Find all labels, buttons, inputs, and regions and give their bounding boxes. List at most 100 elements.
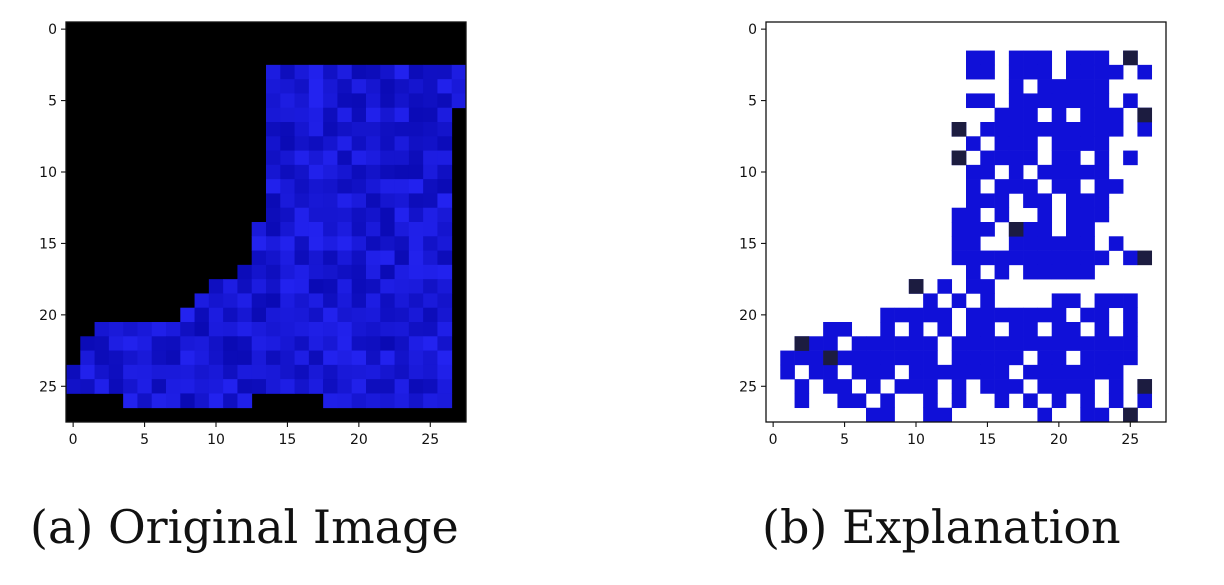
original-image-ytick-label-0: 0 — [48, 22, 57, 38]
explanation-pixel-r7-c17 — [1008, 122, 1024, 137]
explanation-pixel-r15-c19 — [1037, 236, 1053, 251]
explanation-pixel-r25-c21 — [1066, 379, 1081, 394]
pixel-r3-c15 — [280, 64, 295, 80]
explanation-ytick-label-5: 5 — [748, 94, 757, 110]
explanation-pixel-r15-c21 — [1066, 236, 1081, 251]
pixel-r3-c18 — [323, 64, 338, 80]
explanation-pixel-r25-c10 — [908, 379, 924, 394]
pixel-r3-c14 — [266, 64, 281, 80]
pixel-r24-c9 — [194, 364, 210, 380]
explanation-pixel-r14-c14 — [966, 222, 981, 237]
caption-original-image: (a) Original Image — [30, 500, 459, 554]
pixel-r15-c24 — [408, 236, 424, 251]
explanation-pixel-r10-c20 — [1051, 164, 1067, 180]
pixel-r10-c14 — [266, 164, 281, 180]
pixel-r5-c16 — [294, 93, 310, 109]
pixel-r10-c20 — [351, 164, 367, 180]
explanation-pixel-r14-c15 — [980, 222, 995, 237]
explanation-pixel-r10-c21 — [1066, 164, 1081, 180]
explanation-pixel-r2-c17 — [1008, 50, 1024, 66]
explanation-pixel-r23-c16 — [994, 350, 1010, 366]
pixel-r25-c14 — [266, 379, 281, 394]
pixel-r7-c16 — [294, 122, 310, 137]
explanation-pixel-r24-c23 — [1094, 364, 1110, 380]
pixel-r6-c15 — [280, 107, 295, 123]
pixel-r9-c26 — [437, 150, 453, 166]
pixel-r19-c26 — [437, 293, 453, 309]
explanation-dark-pixel-r9-c13 — [951, 150, 967, 166]
pixel-r26-c7 — [166, 393, 181, 409]
explanation-pixel-r19-c20 — [1051, 293, 1067, 309]
explanation-pixel-r24-c12 — [937, 364, 953, 380]
pixel-r12-c15 — [280, 193, 295, 209]
explanation-pixel-r2-c14 — [966, 50, 981, 66]
pixel-r8-c21 — [366, 136, 381, 151]
pixel-r19-c14 — [266, 293, 281, 309]
pixel-r24-c20 — [351, 364, 367, 380]
pixel-r25-c4 — [123, 379, 138, 394]
pixel-r16-c13 — [251, 250, 267, 266]
pixel-r22-c25 — [423, 336, 438, 351]
explanation-pixel-r4-c19 — [1037, 79, 1053, 94]
explanation-pixel-r19-c11 — [923, 293, 938, 309]
pixel-r4-c16 — [294, 79, 310, 94]
pixel-r26-c21 — [366, 393, 381, 409]
pixel-r10-c19 — [337, 164, 353, 180]
explanation-pixel-r16-c25 — [1123, 250, 1138, 266]
explanation-pixel-r23-c7 — [866, 350, 881, 366]
pixel-r24-c26 — [437, 364, 453, 380]
explanation-pixel-r8-c22 — [1080, 136, 1095, 151]
pixel-r14-c24 — [408, 222, 424, 237]
pixel-r18-c18 — [323, 279, 338, 294]
pixel-r22-c13 — [251, 336, 267, 351]
explanation-pixel-r20-c10 — [908, 307, 924, 323]
pixel-r21-c16 — [294, 322, 310, 337]
pixel-r14-c20 — [351, 222, 367, 237]
pixel-r12-c26 — [437, 193, 453, 209]
explanation-pixel-r20-c17 — [1008, 307, 1024, 323]
pixel-r17-c12 — [237, 264, 253, 280]
pixel-r12-c23 — [394, 193, 410, 209]
explanation-pixel-r2-c21 — [1066, 50, 1081, 66]
pixel-r22-c16 — [294, 336, 310, 351]
pixel-r21-c13 — [251, 322, 267, 337]
pixel-r7-c23 — [394, 122, 410, 137]
pixel-r26-c12 — [237, 393, 253, 409]
pixel-r12-c19 — [337, 193, 353, 209]
pixel-r22-c2 — [94, 336, 110, 351]
explanation-pixel-r7-c16 — [994, 122, 1010, 137]
explanation-pixel-r20-c20 — [1051, 307, 1067, 323]
explanation-pixel-r26-c2 — [794, 393, 810, 409]
pixel-r15-c21 — [366, 236, 381, 251]
pixel-r15-c16 — [294, 236, 310, 251]
explanation-pixel-r23-c10 — [908, 350, 924, 366]
explanation-pixel-r8-c20 — [1051, 136, 1067, 151]
pixel-r14-c19 — [337, 222, 353, 237]
pixel-r3-c16 — [294, 64, 310, 80]
explanation-pixel-r13-c19 — [1037, 207, 1053, 223]
pixel-r14-c15 — [280, 222, 295, 237]
explanation-pixel-r23-c5 — [837, 350, 853, 366]
pixel-r5-c20 — [351, 93, 367, 109]
pixel-r24-c19 — [337, 364, 353, 380]
explanation-dark-pixel-r7-c13 — [951, 122, 967, 137]
pixel-r25-c21 — [366, 379, 381, 394]
explanation-pixel-r23-c15 — [980, 350, 995, 366]
pixel-r12-c21 — [366, 193, 381, 209]
pixel-r23-c5 — [137, 350, 153, 366]
pixel-r21-c21 — [366, 322, 381, 337]
pixel-r4-c22 — [380, 79, 395, 94]
pixel-r5-c17 — [308, 93, 324, 109]
pixel-r17-c25 — [423, 264, 438, 280]
explanation-pixel-r25-c16 — [994, 379, 1010, 394]
pixel-r21-c11 — [223, 322, 238, 337]
explanation-pixel-r16-c19 — [1037, 250, 1053, 266]
explanation-pixel-r22-c10 — [908, 336, 924, 351]
pixel-r18-c26 — [437, 279, 453, 294]
pixel-r25-c12 — [237, 379, 253, 394]
pixel-r15-c25 — [423, 236, 438, 251]
explanation-pixel-r26-c22 — [1080, 393, 1095, 409]
explanation-pixel-r21-c25 — [1123, 322, 1138, 337]
pixel-r7-c26 — [437, 122, 453, 137]
pixel-r18-c11 — [223, 279, 238, 294]
